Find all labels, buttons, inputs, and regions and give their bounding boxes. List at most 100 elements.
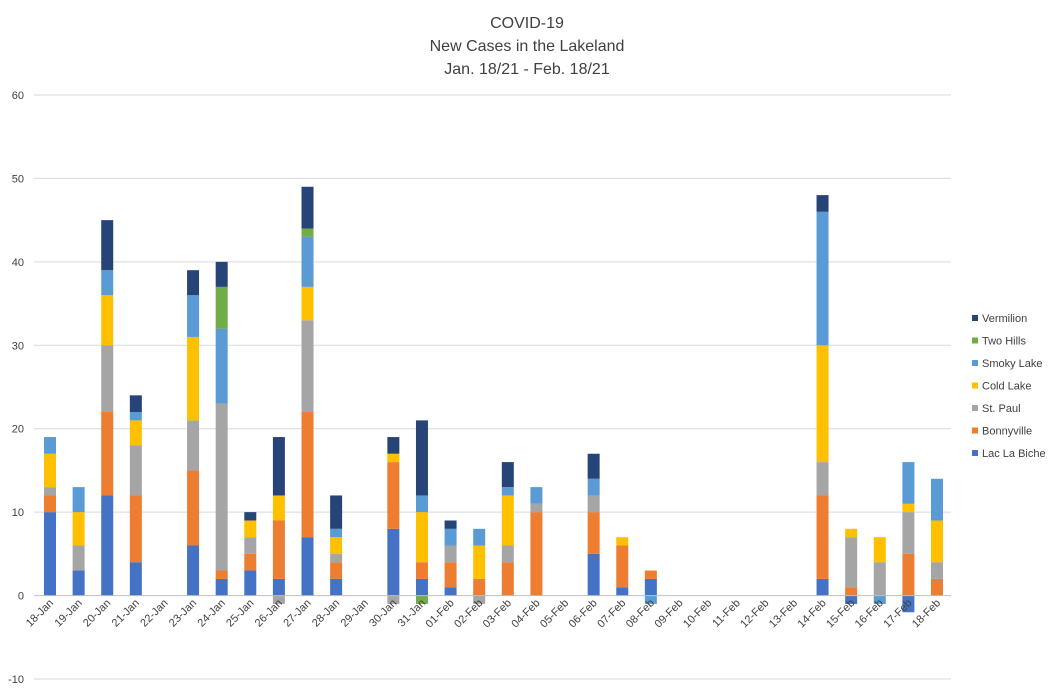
x-tick-label: 07-Feb [595,597,628,630]
legend-swatch [972,450,978,456]
bars [44,186,943,613]
x-tick-label: 24-Jan [196,597,228,629]
bar-segment [444,545,457,563]
bar-segment [931,478,943,521]
bar-segment [330,553,343,563]
bar-segment [616,587,629,596]
bar-segment [415,578,428,596]
y-axis: -10 0 10 20 30 40 50 60 [8,90,24,686]
bar-segment [501,487,514,496]
bar-segment [272,578,285,596]
bar-segment [387,462,400,529]
bar-segment [101,412,114,496]
bar-segment [616,537,629,546]
bar-segment [415,595,428,604]
legend-swatch [972,337,978,344]
bar-segment [530,487,543,504]
bar-segment [215,328,228,404]
legend-label: Two Hills [982,336,1027,348]
bar-segment [330,578,343,596]
bar-segment [931,578,943,596]
bar-segment [587,553,600,596]
bar-segment [187,470,200,546]
bar-segment [187,420,200,471]
bar-segment [644,570,657,579]
bar-segment [587,512,600,554]
x-tick-label: 11-Feb [710,597,743,630]
x-tick-label: 18-Feb [910,597,943,630]
x-tick-label: 13-Feb [767,597,800,630]
bar-segment [101,345,114,413]
bar-segment [816,462,829,496]
legend-item: Smoky Lake [972,358,1043,370]
x-tick-label: 27-Jan [281,597,313,629]
bar-segment [473,545,486,579]
bar-segment [415,562,428,579]
legend-swatch [972,427,978,434]
bar-segment [129,562,142,596]
bar-segment [72,512,85,546]
legend-label: Cold Lake [982,381,1032,393]
bar-segment [902,553,915,596]
bar-segment [473,578,486,596]
legend-item: Cold Lake [972,381,1032,393]
x-tick-label: 16-Feb [853,597,886,630]
bar-segment [415,420,428,496]
bar-segment [187,295,200,337]
bar-segment [530,512,543,596]
bar-segment [902,503,915,513]
bar-segment [816,578,829,596]
x-tick-label: 14-Feb [796,597,829,630]
bar-segment [387,528,400,596]
x-tick-label: 31-Jan [396,597,428,629]
bar-segment [501,462,514,488]
bar-segment [244,570,257,596]
x-tick-label: 22-Jan [138,597,170,629]
x-tick-label: 21-Jan [110,597,142,629]
bar-segment [587,453,600,479]
bar-segment [415,512,428,563]
bar-segment [415,495,428,513]
legend-label: Bonnyville [982,426,1032,438]
bar-segment [873,537,886,563]
bar-segment [902,512,915,554]
legend-swatch [972,382,978,389]
bar-segment [931,562,943,579]
bar-segment [902,595,915,613]
bar-segment [330,528,343,538]
x-tick-label: 28-Jan [310,597,342,629]
y-tick-label: 60 [12,90,24,102]
x-tick-label: 09-Feb [652,597,685,630]
bar-segment [501,545,514,563]
x-tick-label: 03-Feb [481,597,514,630]
bar-segment [387,437,400,454]
bar-segment [816,211,829,346]
bar-segment [873,562,886,596]
bar-segment [72,570,85,596]
bar-segment [301,412,314,538]
bar-segment [215,286,228,329]
x-tick-label: 18-Jan [24,597,56,629]
bar-segment [444,528,457,546]
x-tick-label: 17-Feb [881,597,914,630]
bar-segment [215,570,228,579]
bar-segment [501,495,514,546]
bar-segment [873,595,886,604]
bar-segment [387,595,400,604]
bar-segment [44,453,56,488]
x-tick-label: 10-Feb [681,597,714,630]
gridlines [34,94,951,680]
legend-label: Smoky Lake [982,358,1043,370]
y-tick-label: 20 [12,424,24,436]
bar-segment [244,512,257,521]
bar-segment [444,562,457,588]
bar-segment [72,487,85,513]
x-tick-label: 30-Jan [367,597,399,629]
bar-segment [587,495,600,513]
chart-title-line: Jan. 18/21 - Feb. 18/21 [444,61,610,78]
bar-segment [44,495,56,513]
bar-segment [187,336,200,421]
bar-segment [330,495,343,529]
